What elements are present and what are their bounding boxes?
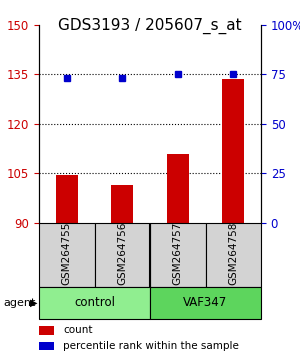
FancyBboxPatch shape <box>94 223 150 287</box>
FancyBboxPatch shape <box>39 223 94 287</box>
Text: GSM264758: GSM264758 <box>228 222 238 285</box>
Bar <box>39 342 54 350</box>
Text: agent: agent <box>3 298 35 308</box>
FancyBboxPatch shape <box>206 223 261 287</box>
Text: count: count <box>63 325 92 335</box>
Text: GSM264757: GSM264757 <box>173 222 183 285</box>
Bar <box>222 79 244 223</box>
Text: percentile rank within the sample: percentile rank within the sample <box>63 341 239 351</box>
FancyBboxPatch shape <box>150 223 206 287</box>
FancyBboxPatch shape <box>39 287 150 319</box>
Bar <box>167 154 189 223</box>
FancyBboxPatch shape <box>150 287 261 319</box>
Bar <box>111 185 134 223</box>
Text: VAF347: VAF347 <box>183 296 228 309</box>
Text: ▶: ▶ <box>30 298 38 308</box>
Text: control: control <box>74 296 115 309</box>
Text: GSM264756: GSM264756 <box>117 222 127 285</box>
Bar <box>39 326 54 335</box>
Bar <box>56 175 78 223</box>
Text: GDS3193 / 205607_s_at: GDS3193 / 205607_s_at <box>58 18 242 34</box>
Text: GSM264755: GSM264755 <box>62 222 72 285</box>
